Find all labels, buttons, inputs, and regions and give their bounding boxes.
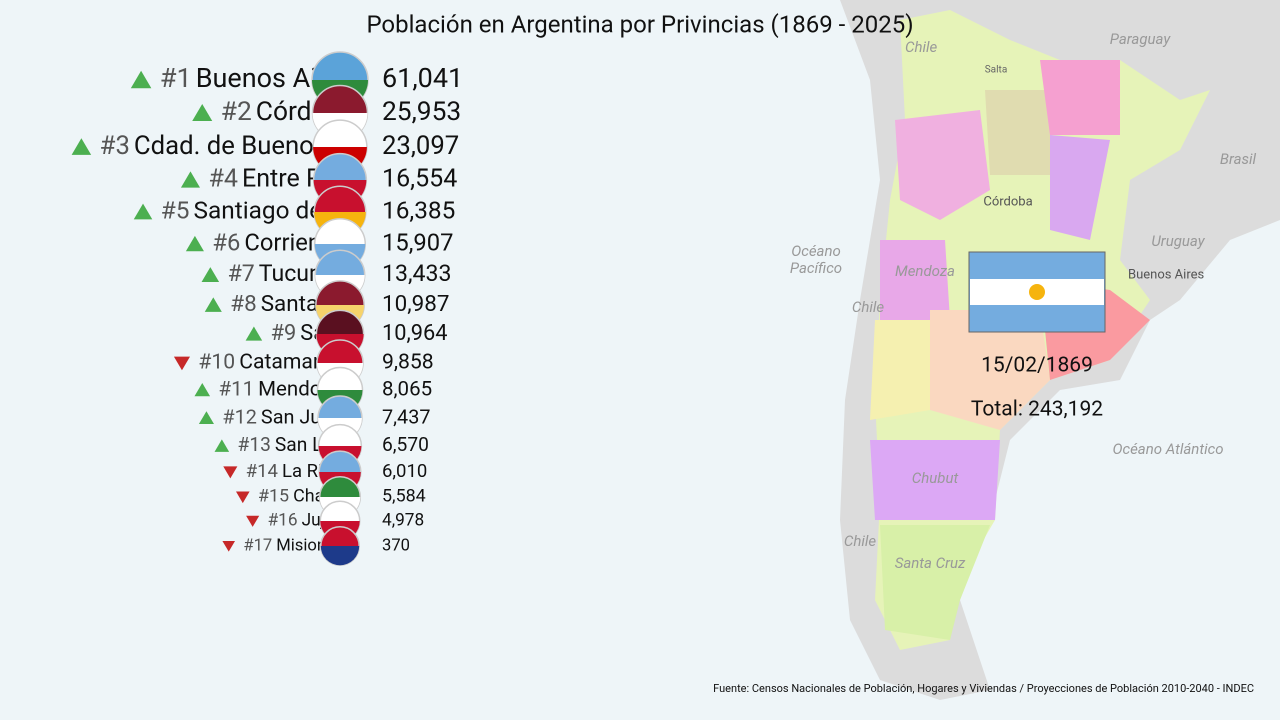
trend-arrow bbox=[71, 138, 92, 155]
population-value: 9,858 bbox=[382, 350, 434, 375]
map-label: Buenos Aires bbox=[1128, 267, 1205, 282]
rank: #8 bbox=[230, 291, 256, 317]
trend-arrow bbox=[198, 411, 214, 425]
population-value: 370 bbox=[382, 536, 410, 555]
trend-arrow bbox=[180, 171, 200, 188]
population-value: 6,570 bbox=[382, 433, 429, 456]
map-label: Santa Cruz bbox=[895, 554, 966, 572]
map-label: Córdoba bbox=[983, 194, 1032, 209]
total: Total: 243,192 bbox=[971, 398, 1103, 422]
map-label: Uruguay bbox=[1151, 232, 1205, 250]
map-label: Chile bbox=[905, 38, 938, 56]
rank: #11 bbox=[218, 377, 254, 401]
rank: #2 bbox=[221, 97, 252, 127]
rank: #1 bbox=[160, 62, 192, 94]
trend-arrow bbox=[194, 382, 211, 397]
trend-arrow bbox=[222, 540, 236, 552]
trend-arrow bbox=[214, 439, 230, 452]
trend-arrow bbox=[245, 326, 263, 341]
flag-sun bbox=[1029, 284, 1045, 300]
rank: #17 bbox=[243, 536, 272, 555]
trend-arrow bbox=[133, 203, 153, 220]
province bbox=[880, 240, 950, 320]
map-label: Chile bbox=[844, 532, 877, 550]
map-label: Chubut bbox=[912, 469, 959, 487]
rank: #9 bbox=[271, 321, 297, 346]
trend-arrow bbox=[173, 356, 190, 371]
map-label: Chile bbox=[852, 298, 885, 316]
population-value: 7,437 bbox=[382, 405, 431, 428]
province-name: Misione bbox=[276, 536, 335, 555]
rank: #15 bbox=[258, 486, 289, 507]
trend-arrow bbox=[204, 297, 222, 312]
province-name: Cdad. de Buenos bbox=[134, 131, 327, 161]
trend-arrow bbox=[185, 235, 204, 252]
population-value: 10,987 bbox=[382, 291, 449, 317]
trend-arrow bbox=[223, 466, 238, 479]
trend-arrow bbox=[235, 491, 250, 504]
population-value: 6,010 bbox=[382, 460, 427, 482]
population-value: 5,584 bbox=[382, 486, 426, 507]
population-value: 23,097 bbox=[382, 131, 459, 161]
population-value: 61,041 bbox=[382, 62, 463, 94]
map-label: Pacífico bbox=[790, 259, 842, 277]
province bbox=[1040, 60, 1120, 135]
map-label: Mendoza bbox=[895, 262, 955, 280]
rank: #4 bbox=[208, 165, 238, 194]
rank: #5 bbox=[161, 195, 190, 224]
province bbox=[880, 525, 990, 640]
trend-arrow bbox=[201, 267, 220, 283]
trend-arrow bbox=[192, 103, 213, 122]
province-flag bbox=[320, 546, 360, 566]
population-value: 15,907 bbox=[382, 228, 453, 256]
rank: #14 bbox=[246, 460, 278, 482]
province-name: Buenos Air bbox=[196, 62, 326, 94]
rank: #3 bbox=[100, 131, 130, 161]
population-value: 16,385 bbox=[382, 195, 455, 224]
source: Fuente: Censos Nacionales de Población, … bbox=[713, 682, 1254, 695]
population-value: 8,065 bbox=[382, 377, 432, 401]
population-value: 16,554 bbox=[382, 165, 457, 194]
province bbox=[1050, 135, 1110, 240]
province-name: San Lu bbox=[275, 433, 333, 456]
population-value: 10,964 bbox=[382, 321, 448, 346]
rank: #16 bbox=[268, 511, 298, 531]
province bbox=[870, 440, 1000, 520]
province-name: San Jua bbox=[261, 405, 332, 428]
rank: #12 bbox=[222, 405, 257, 428]
map-label: Salta bbox=[985, 65, 1008, 76]
population-value: 25,953 bbox=[382, 97, 461, 127]
date: 15/02/1869 bbox=[981, 354, 1093, 378]
national-flag bbox=[968, 251, 1106, 333]
province bbox=[870, 320, 935, 420]
map-label: Paraguay bbox=[1110, 30, 1172, 48]
rank: #6 bbox=[212, 228, 240, 256]
trend-arrow bbox=[246, 515, 260, 527]
trend-arrow bbox=[130, 70, 152, 89]
province bbox=[985, 90, 1055, 175]
rank: #7 bbox=[228, 260, 255, 287]
population-value: 4,978 bbox=[382, 511, 424, 531]
rank: #10 bbox=[198, 350, 235, 375]
map-label: Océano bbox=[791, 242, 841, 260]
title: Población en Argentina por Privincias (1… bbox=[366, 10, 913, 38]
population-value: 13,433 bbox=[382, 260, 451, 287]
map: Chile Paraguay Brasil Uruguay Océano Pac… bbox=[790, 0, 1280, 700]
map-label: Brasil bbox=[1220, 150, 1257, 168]
province-name: Catamarc bbox=[239, 350, 331, 375]
rank: #13 bbox=[238, 433, 271, 456]
province bbox=[895, 110, 990, 220]
map-label: Océano Atlántico bbox=[1112, 440, 1223, 458]
province-name: Santiago del bbox=[194, 195, 329, 224]
province bbox=[930, 310, 1050, 430]
